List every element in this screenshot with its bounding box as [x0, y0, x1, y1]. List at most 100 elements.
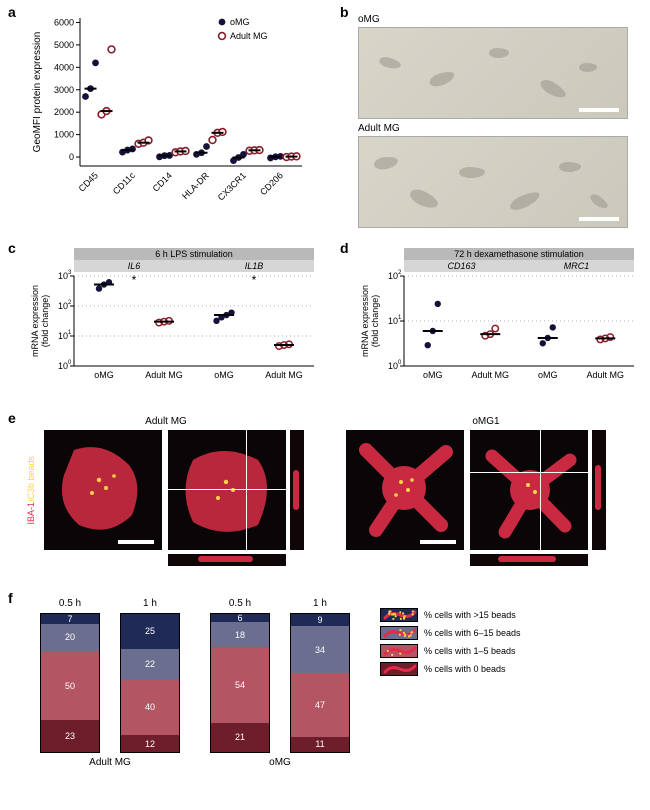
svg-text:1: 1	[398, 315, 402, 321]
svg-text:10: 10	[388, 271, 398, 281]
svg-text:IL1B: IL1B	[245, 261, 264, 271]
stack-segment: 9	[291, 614, 349, 626]
panel-f-legend: % cells with >15 beads % cells with 6–15 …	[380, 608, 521, 680]
svg-text:CD45: CD45	[77, 170, 100, 193]
scale-bar	[118, 540, 154, 544]
svg-text:CD11c: CD11c	[111, 170, 137, 196]
svg-text:1: 1	[68, 330, 72, 336]
legend-row: % cells with 1–5 beads	[380, 644, 521, 658]
svg-text:Adult MG: Adult MG	[265, 370, 303, 380]
panel-label-b: b	[340, 4, 349, 20]
panel-label-e: e	[8, 410, 16, 426]
svg-text:0: 0	[398, 360, 402, 366]
svg-text:4000: 4000	[54, 62, 74, 72]
stack-segment: 11	[291, 737, 349, 752]
omg-image-1	[346, 430, 464, 550]
panel-f: 0.5 h 1 h 7205023 25224012 Adult MG 0.5 h…	[40, 598, 640, 768]
svg-text:1000: 1000	[54, 130, 74, 140]
panel-e-right-label: oMG1	[346, 416, 626, 427]
group-label-adult: Adult MG	[89, 757, 131, 768]
svg-text:10: 10	[58, 361, 68, 371]
svg-text:(fold change): (fold change)	[40, 295, 50, 348]
svg-text:10: 10	[388, 361, 398, 371]
svg-text:IL6: IL6	[128, 261, 141, 271]
svg-text:oMG: oMG	[538, 370, 558, 380]
panel-a-plot: 0100020003000400050006000GeoMFI protein …	[28, 12, 308, 222]
legend-label: % cells with >15 beads	[424, 610, 516, 620]
legend-label: % cells with 1–5 beads	[424, 646, 516, 656]
svg-text:HLA-DR: HLA-DR	[180, 170, 211, 201]
svg-text:Adult MG: Adult MG	[586, 370, 624, 380]
legend-row: % cells with >15 beads	[380, 608, 521, 622]
svg-text:2: 2	[398, 270, 402, 276]
svg-text:3: 3	[68, 270, 72, 276]
th-2: 0.5 h	[210, 598, 270, 609]
th-1: 1 h	[120, 598, 180, 609]
panel-b-label-bottom: Adult MG	[358, 123, 628, 134]
legend-label: % cells with 6–15 beads	[424, 628, 521, 638]
ortho-bottom	[168, 554, 286, 566]
stack-segment: 18	[211, 622, 269, 647]
svg-text:oMG: oMG	[94, 370, 114, 380]
stacked-bar: 6185421	[210, 613, 270, 753]
panel-label-a: a	[8, 4, 16, 20]
panel-b: oMG Adult MG	[358, 14, 628, 228]
svg-text:2: 2	[68, 300, 72, 306]
svg-text:CX3CR1: CX3CR1	[216, 170, 248, 202]
legend-swatch	[380, 608, 418, 622]
adult-mg-image-1	[44, 430, 162, 550]
ortho-bottom	[470, 554, 588, 566]
svg-text:oMG: oMG	[230, 17, 250, 27]
legend-swatch	[380, 644, 418, 658]
legend-swatch	[380, 626, 418, 640]
adult-mg-image-ortho	[168, 430, 286, 550]
stack-segment: 12	[121, 735, 179, 752]
iC3b-label: iC3b beads	[26, 456, 38, 502]
stack-segment: 20	[41, 624, 99, 652]
stacked-bar: 9344711	[290, 613, 350, 753]
svg-text:*: *	[132, 273, 137, 287]
svg-text:GeoMFI protein expression: GeoMFI protein expression	[32, 32, 43, 153]
legend-swatch	[380, 662, 418, 676]
svg-text:10: 10	[58, 301, 68, 311]
svg-text:6 h LPS stimulation: 6 h LPS stimulation	[155, 249, 233, 259]
scale-bar	[579, 108, 619, 112]
svg-text:10: 10	[58, 271, 68, 281]
stack-segment: 23	[41, 720, 99, 752]
svg-text:Adult MG: Adult MG	[145, 370, 183, 380]
svg-text:Adult MG: Adult MG	[230, 31, 268, 41]
svg-text:mRNA expression: mRNA expression	[30, 285, 40, 357]
stack-segment: 50	[41, 651, 99, 720]
panel-e: Adult MG iC3b beads IBA-1	[26, 416, 630, 568]
panel-b-image-oMG	[358, 27, 628, 119]
panel-b-image-adult	[358, 136, 628, 228]
svg-text:CD14: CD14	[151, 170, 174, 193]
svg-text:3000: 3000	[54, 85, 74, 95]
stack-segment: 7	[41, 614, 99, 624]
svg-text:Adult MG: Adult MG	[471, 370, 509, 380]
svg-text:MRC1: MRC1	[564, 261, 590, 271]
group-label-omg: oMG	[269, 757, 291, 768]
stack-segment: 34	[291, 626, 349, 672]
ortho-right	[290, 430, 304, 550]
stack-segment: 21	[211, 723, 269, 752]
scale-bar	[579, 217, 619, 221]
stack-segment: 6	[211, 614, 269, 622]
panel-c-plot: 6 h LPS stimulationIL6IL1B100101102103mR…	[28, 248, 318, 398]
stack-segment: 25	[121, 614, 179, 649]
omg-image-ortho	[470, 430, 588, 550]
stack-segment: 40	[121, 680, 179, 736]
th-0: 0.5 h	[40, 598, 100, 609]
svg-text:CD206: CD206	[258, 170, 285, 197]
legend-label: % cells with 0 beads	[424, 664, 506, 674]
svg-text:*: *	[252, 273, 257, 287]
legend-row: % cells with 6–15 beads	[380, 626, 521, 640]
svg-text:mRNA expression: mRNA expression	[360, 285, 370, 357]
panel-label-f: f	[8, 590, 13, 606]
panel-e-left-label: Adult MG	[26, 416, 306, 427]
stack-segment: 22	[121, 649, 179, 680]
svg-text:5000: 5000	[54, 40, 74, 50]
svg-text:CD163: CD163	[447, 261, 475, 271]
svg-text:0: 0	[69, 152, 74, 162]
panel-label-c: c	[8, 240, 16, 256]
